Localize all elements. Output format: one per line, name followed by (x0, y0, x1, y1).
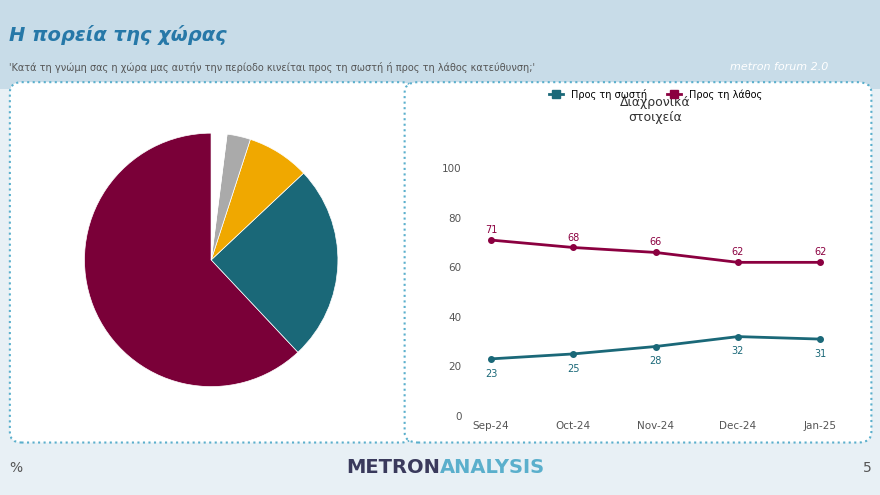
Text: 62: 62 (814, 248, 826, 257)
FancyBboxPatch shape (405, 82, 871, 443)
Text: 62: 62 (731, 248, 744, 257)
Text: Διαχρονικά
στοιχεία: Διαχρονικά στοιχεία (620, 96, 691, 124)
FancyBboxPatch shape (10, 82, 413, 443)
Wedge shape (211, 133, 227, 260)
Wedge shape (211, 134, 250, 260)
Text: metron forum 2.0: metron forum 2.0 (730, 62, 828, 72)
Text: 'Κατά τη γνώμη σας η χώρα μας αυτήν την περίοδο κινείται προς τη σωστή ή προς τη: 'Κατά τη γνώμη σας η χώρα μας αυτήν την … (9, 62, 535, 73)
Text: 31: 31 (814, 349, 826, 359)
Text: 66: 66 (649, 238, 662, 248)
Text: 23: 23 (485, 369, 497, 379)
Text: METRON: METRON (346, 458, 440, 477)
Legend: Προς τη σωστή, Προς τη λάθος: Προς τη σωστή, Προς τη λάθος (545, 85, 766, 103)
Text: Η πορεία της χώρας: Η πορεία της χώρας (9, 25, 226, 45)
Text: 68: 68 (568, 233, 579, 243)
Text: 32: 32 (731, 346, 744, 356)
Text: 71: 71 (485, 225, 497, 235)
Text: 28: 28 (649, 356, 662, 366)
Wedge shape (211, 140, 304, 260)
Wedge shape (211, 173, 338, 352)
Text: ANALYSIS: ANALYSIS (440, 458, 545, 477)
Text: 25: 25 (567, 364, 580, 374)
Wedge shape (84, 133, 298, 387)
Text: %: % (9, 461, 22, 475)
Text: 5: 5 (862, 461, 871, 475)
